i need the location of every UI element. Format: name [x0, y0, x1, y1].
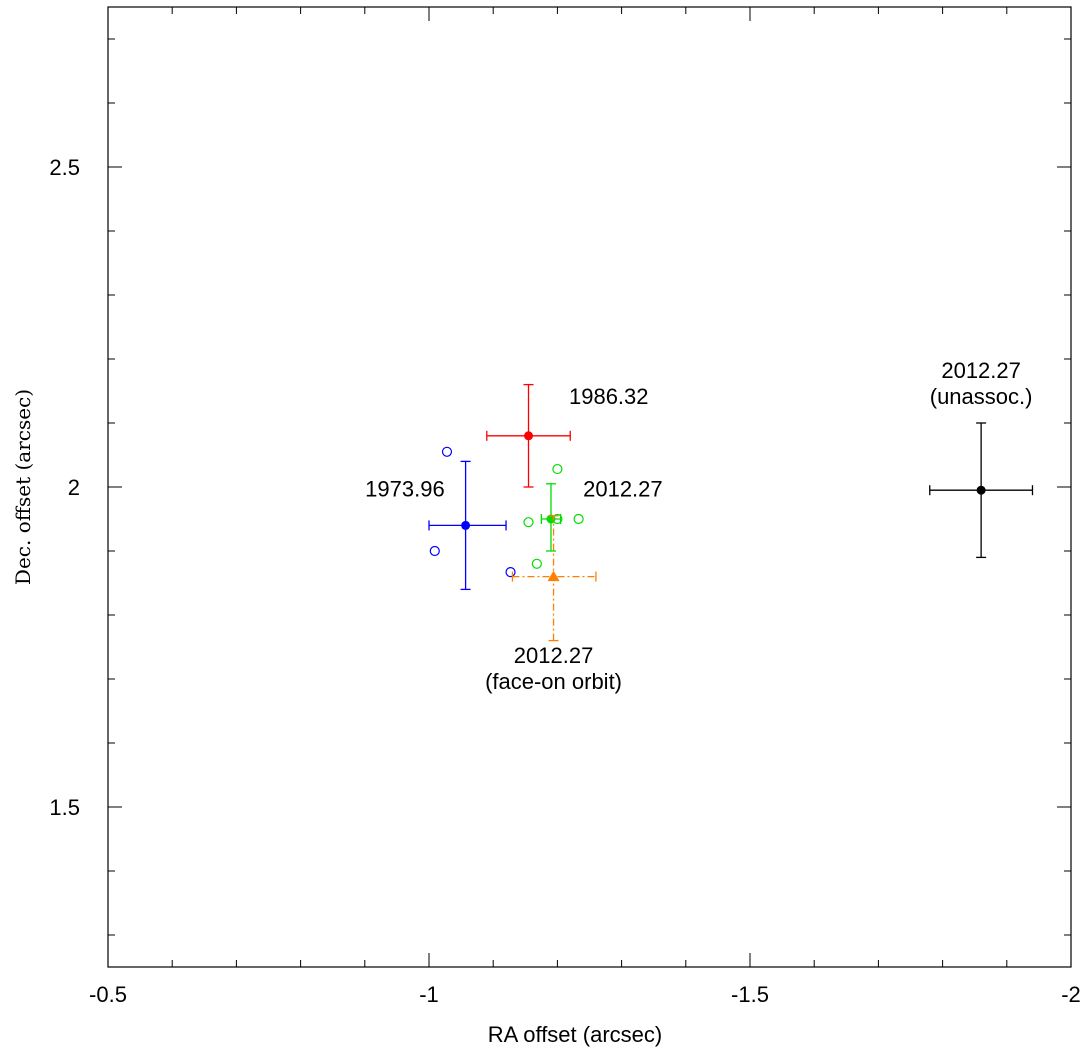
annotation-label: 1973.96: [365, 477, 445, 502]
annotation-label: 2012.27 (face-on orbit): [485, 643, 622, 694]
companion-point: [552, 463, 563, 475]
companion-point: [531, 558, 542, 569]
y-tick-label: 2: [68, 475, 80, 500]
axis-ticks: [107, 7, 1072, 967]
series-1986-32: [486, 383, 571, 488]
y-tick-label: 1.5: [49, 795, 80, 820]
x-tick-label: -1.5: [731, 982, 769, 1007]
x-tick-label: -2: [1061, 982, 1081, 1007]
annotation-line: 2012.27: [941, 358, 1021, 383]
data-point: [976, 485, 986, 495]
series-1973-96: [428, 446, 516, 591]
annotation-line: 2012.27: [583, 477, 663, 502]
companion-point: [429, 545, 440, 557]
data-point-triangle: [547, 570, 560, 582]
companion-point: [573, 513, 584, 525]
annotation-label: 2012.27 (unassoc.): [930, 358, 1033, 409]
annotation-line: (face-on orbit): [485, 669, 622, 694]
x-tick-label: -0.5: [89, 982, 127, 1007]
y-tick-label: 2.5: [49, 155, 80, 180]
series-unassoc: [929, 422, 1034, 559]
annotation-line: 1986.32: [569, 384, 649, 409]
annotation-line: 2012.27: [514, 643, 594, 668]
companion-point: [505, 567, 516, 578]
companion-point: [523, 517, 534, 528]
annotation-label: 2012.27: [583, 477, 663, 502]
annotation-label: 1986.32: [569, 384, 649, 409]
data-marks: [428, 383, 1034, 642]
data-point: [461, 520, 471, 530]
companion-point: [441, 446, 453, 457]
x-tick-label: -1: [419, 982, 439, 1007]
y-axis-title: Dec. offset (arcsec): [11, 389, 35, 585]
axis-tick-labels: -0.5 -1 -1.5 -2 1.5 2 2.5: [49, 155, 1080, 1007]
annotation-line: 1973.96: [365, 477, 445, 502]
series-face-on: [511, 515, 597, 642]
x-axis-title: RA offset (arcsec): [488, 1022, 662, 1047]
annotation-line: (unassoc.): [930, 384, 1033, 409]
data-point: [524, 431, 534, 441]
